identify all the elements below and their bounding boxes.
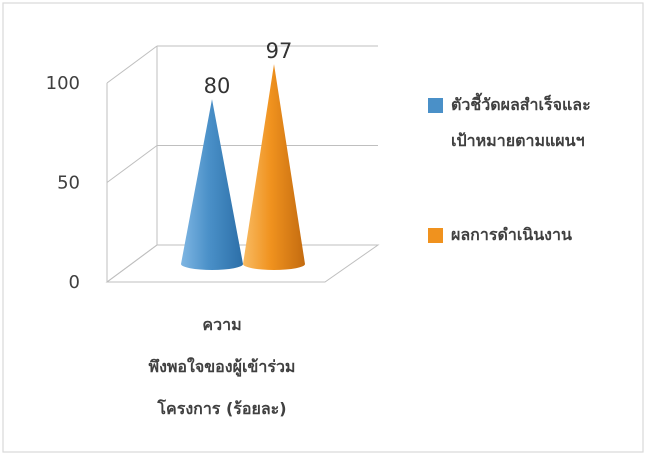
chart-border — [2, 2, 644, 453]
y-axis-ticks: 0 50 100 — [46, 73, 80, 293]
cone-body — [243, 64, 305, 271]
category-label-line: พึงพอใจของผู้เข้าร่วม — [149, 357, 296, 378]
data-label: 97 — [266, 39, 293, 63]
y-tick-label: 0 — [69, 272, 80, 293]
legend-label: ตัวชี้วัดผลสำเร็จและ — [451, 92, 591, 114]
gridline-side — [106, 45, 158, 84]
category-label-line: โครงการ (ร้อยละ) — [156, 398, 286, 418]
y-tick-label: 100 — [46, 73, 80, 94]
grid-layer — [105, 45, 380, 283]
legend-swatch — [428, 98, 443, 113]
legend: ตัวชี้วัดผลสำเร็จและเป้าหมายตามแผนฯผลการ… — [428, 92, 591, 244]
plot-marks: 80 97 — [181, 39, 305, 271]
gridline-side — [106, 145, 158, 183]
y-tick-label: 50 — [57, 173, 80, 194]
cone-body — [181, 99, 243, 270]
legend-label: ผลการดำเนินงาน — [451, 225, 572, 244]
legend-label: เป้าหมายตามแผนฯ — [451, 131, 585, 150]
legend-swatch — [428, 228, 443, 243]
data-label: 80 — [204, 74, 231, 98]
cone-2: 97 — [243, 39, 305, 271]
cone-1: 80 — [181, 74, 243, 270]
category-label-line: ความ — [202, 315, 241, 334]
floor-plane — [105, 244, 380, 283]
legend-item-2: ผลการดำเนินงาน — [428, 225, 572, 244]
